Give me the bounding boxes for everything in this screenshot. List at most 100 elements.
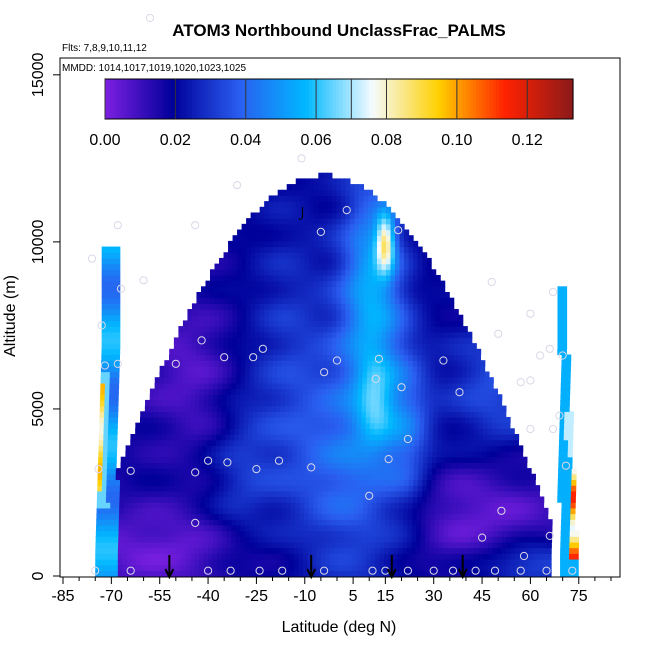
heatmap-cell-281 — [415, 558, 421, 566]
heatmap-cell-1765 — [102, 473, 108, 481]
heatmap-cell-2577 — [306, 428, 312, 435]
heatmap-cell-2068 — [129, 456, 135, 463]
heatmap-cell-276 — [393, 558, 399, 566]
heatmap-cell-2938 — [329, 405, 336, 412]
heatmap-cell-40 — [275, 570, 281, 577]
heatmap-cell-2660 — [270, 422, 276, 429]
heatmap-cell-3093 — [262, 394, 268, 401]
heatmap-cell-1612 — [327, 485, 333, 492]
heatmap-cell-3945 — [264, 331, 270, 339]
heatmap-cell-4814 — [349, 252, 355, 259]
heatmap-cell-3621 — [466, 360, 472, 367]
heatmap-cell-2108 — [310, 456, 316, 463]
heatmap-cell-974 — [231, 519, 237, 526]
heatmap-cell-3864 — [219, 337, 225, 344]
heatmap-cell-2049 — [481, 462, 487, 469]
heatmap-cell-3414 — [236, 371, 242, 378]
heatmap-cell-219 — [135, 558, 141, 566]
heatmap-cell-819 — [474, 530, 481, 537]
heatmap-cell-3712 — [196, 348, 202, 356]
heatmap-cell-681 — [325, 536, 331, 543]
heatmap-cell-2780 — [410, 416, 416, 424]
heatmap-cell-4743 — [255, 257, 261, 265]
heatmap-cell-1108 — [367, 513, 373, 520]
heatmap-cell-1457 — [566, 496, 572, 503]
heatmap-cell-4965 — [259, 229, 265, 236]
heatmap-cell-2292 — [279, 445, 285, 452]
heatmap-cell-2519 — [459, 434, 465, 441]
heatmap-cell-196 — [505, 564, 512, 571]
heatmap-cell-2214 — [355, 451, 361, 458]
heatmap-cell-4229 — [309, 309, 315, 316]
heatmap-cell-2669 — [311, 422, 317, 429]
heatmap-cell-4708 — [327, 263, 333, 270]
heatmap-cell-292 — [465, 558, 471, 566]
heatmap-cell-3885 — [313, 337, 319, 344]
heatmap-cell-101 — [560, 570, 566, 577]
heatmap-cell-3896 — [363, 337, 369, 344]
heatmap-cell-1298 — [295, 502, 301, 509]
heatmap-cell-3516 — [340, 365, 346, 373]
heatmap-cell-4101 — [336, 320, 342, 327]
heatmap-cell-4532 — [273, 280, 279, 287]
heatmap-cell-1851 — [490, 473, 496, 481]
heatmap-cell-4245 — [381, 309, 387, 316]
heatmap-cell-4698 — [282, 263, 288, 270]
heatmap-cell-1228 — [444, 507, 450, 515]
heatmap-cell-2898 — [149, 405, 155, 412]
heatmap-cell-192 — [487, 564, 493, 571]
heatmap-cell-4900 — [327, 240, 333, 248]
heatmap-cell-2011 — [310, 462, 316, 469]
heatmap-cell-714 — [474, 536, 480, 543]
heatmap-cell-4227 — [300, 309, 306, 316]
heatmap-cell-1968 — [111, 462, 117, 469]
heatmap-cell-949 — [118, 519, 124, 526]
heatmap-cell-4689 — [241, 263, 247, 270]
heatmap-cell-2755 — [297, 416, 304, 424]
heatmap-cell-1304 — [322, 502, 328, 509]
heatmap-cell-2714 — [564, 422, 570, 429]
heatmap-cell-1795 — [237, 473, 243, 481]
heatmap-cell-1854 — [503, 473, 509, 481]
heatmap-cell-699 — [407, 536, 413, 543]
heatmap-cell-2988 — [167, 399, 173, 407]
heatmap-cell-969 — [209, 519, 215, 526]
heatmap-cell-4568 — [435, 280, 441, 287]
heatmap-cell-492 — [420, 547, 426, 554]
heatmap-cell-1993 — [228, 462, 234, 469]
heatmap-cell-3653 — [268, 354, 274, 361]
heatmap-cell-1002 — [357, 519, 364, 526]
heatmap-cell-2871 — [419, 411, 426, 418]
heatmap-cell-683 — [334, 536, 340, 543]
heatmap-cell-4110 — [376, 320, 383, 327]
heatmap-cell-1909 — [296, 468, 302, 475]
heatmap-cell-790 — [344, 530, 350, 537]
heatmap-cell-4910 — [372, 240, 378, 248]
heatmap-cell-1402 — [304, 496, 310, 503]
heatmap-cell-1546 — [489, 490, 495, 498]
heatmap-cell-1146 — [538, 513, 544, 520]
heatmap-cell-1695 — [241, 479, 247, 486]
heatmap-cell-3210 — [411, 388, 417, 395]
heatmap-cell-2412 — [396, 439, 402, 446]
heatmap-cell-2351 — [107, 439, 113, 446]
heatmap-cell-4365 — [345, 297, 351, 304]
heatmap-cell-4918 — [408, 240, 414, 248]
heatmap-cell-1600 — [273, 485, 279, 492]
heatmap-cell-3168 — [222, 388, 228, 395]
heatmap-cell-144 — [271, 564, 277, 571]
heatmap-cell-3599 — [367, 360, 373, 367]
heatmap-cell-654 — [203, 536, 210, 543]
heatmap-cell-1038 — [520, 519, 526, 526]
heatmap-cell-954 — [141, 519, 147, 526]
heatmap-cell-4057 — [449, 326, 455, 333]
heatmap-cell-3491 — [227, 365, 233, 373]
heatmap-cell-3386 — [470, 377, 476, 384]
heatmap-cell-1180 — [227, 507, 233, 515]
heatmap-cell-2975 — [496, 405, 502, 412]
heatmap-cell-375 — [366, 553, 372, 560]
heatmap-cell-4840 — [250, 246, 256, 253]
heatmap-cell-2201 — [296, 451, 302, 458]
heatmap-cell-3411 — [222, 371, 228, 378]
heatmap-cell-2887 — [492, 411, 498, 418]
